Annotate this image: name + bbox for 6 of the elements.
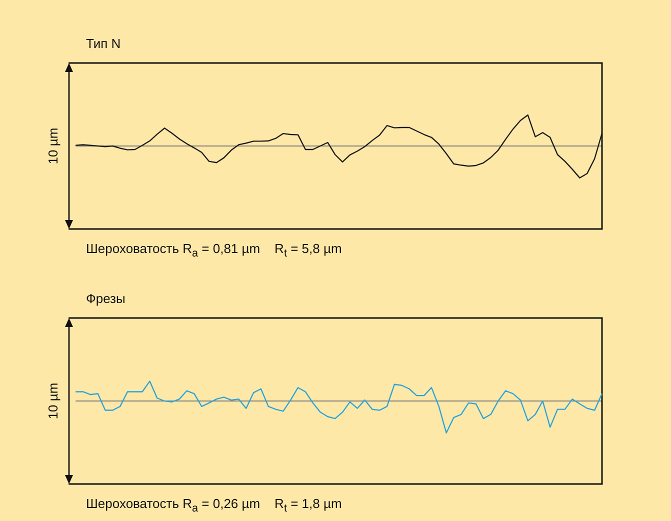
- text: Шероховатость R$_{a}$ = 0,81 µm R$_{t}$ = 5,8 µm: [86, 241, 342, 260]
- y-axis-title: 10 µm: [45, 382, 60, 420]
- text: Шероховатость R$_{a}$ = 0,26 µm R$_{t}$ = 1,8 µm: [86, 496, 342, 515]
- chart-title: Тип N: [86, 36, 121, 51]
- y-axis-title: 10 µm: [45, 128, 60, 164]
- chart-title: Фрезы: [86, 291, 126, 306]
